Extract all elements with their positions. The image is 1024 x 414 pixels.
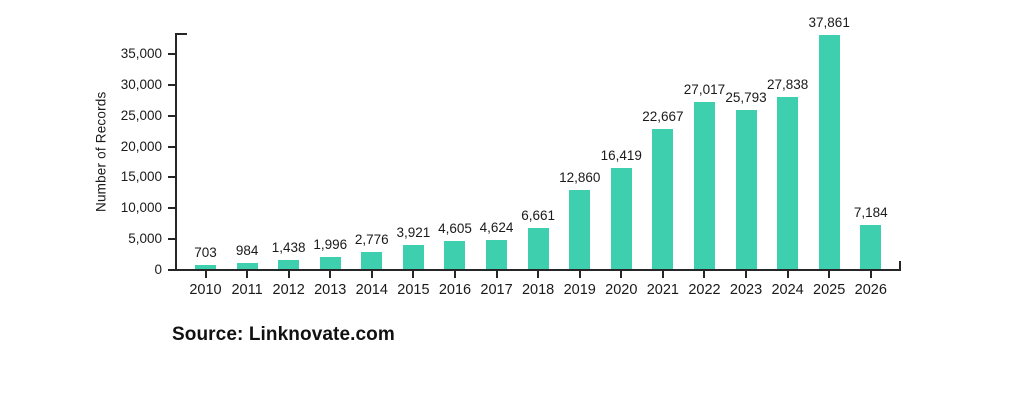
- y-tick-label: 30,000: [120, 76, 162, 92]
- x-tick-label: 2021: [646, 282, 679, 298]
- bar-value-label: 7,184: [853, 204, 888, 220]
- y-tick-mark: [168, 269, 175, 271]
- bar-value-label: 12,860: [559, 169, 601, 185]
- bar-value-label: 22,667: [642, 109, 684, 125]
- x-tick-label: 2020: [605, 282, 638, 298]
- x-tick-label: 2016: [438, 282, 472, 298]
- y-axis-title: Number of Records: [93, 91, 109, 213]
- bar: [361, 251, 383, 269]
- bar: [693, 102, 715, 269]
- bar-value-label: 37,861: [808, 15, 850, 31]
- y-tick-label: 0: [154, 262, 162, 277]
- bar-value-label: 4,624: [479, 220, 514, 236]
- bar: [278, 260, 300, 269]
- bar: [569, 189, 591, 269]
- bar: [818, 35, 840, 269]
- x-tick-label: 2018: [521, 282, 555, 298]
- bar: [195, 264, 216, 269]
- x-tick-label: 2026: [854, 282, 887, 298]
- bar-value-label: 25,793: [725, 89, 767, 105]
- y-tick-mark: [168, 207, 175, 210]
- x-tick-label: 2023: [729, 282, 763, 298]
- bar: [610, 167, 632, 269]
- bar-value-label: 6,661: [521, 207, 556, 223]
- x-tick-label: 2025: [813, 282, 846, 298]
- x-tick-mark: [370, 271, 373, 278]
- x-tick-mark: [412, 271, 415, 278]
- source-attribution: Source: Linknovate.com: [172, 324, 395, 345]
- bar: [486, 240, 508, 269]
- x-tick-mark: [578, 271, 581, 278]
- axis-lines: [175, 33, 901, 271]
- x-tick-label: 2012: [272, 282, 305, 298]
- bar: [236, 262, 258, 269]
- bar-value-label: 4,605: [438, 220, 472, 236]
- x-tick-mark: [620, 271, 623, 278]
- bar: [735, 109, 757, 269]
- y-tick-label: 5,000: [128, 231, 162, 247]
- bar-value-label: 2,776: [354, 231, 389, 247]
- bar-value-label: 703: [194, 244, 217, 260]
- bar-value-label: 1,996: [313, 236, 348, 252]
- x-tick-mark: [745, 271, 748, 278]
- x-tick-mark: [661, 271, 664, 278]
- y-tick-mark: [168, 83, 175, 86]
- x-tick-label: 2014: [355, 282, 388, 298]
- bar-value-label: 3,921: [396, 224, 431, 240]
- x-tick-mark: [869, 271, 872, 278]
- y-tick-label: 15,000: [120, 169, 162, 185]
- bar: [319, 256, 341, 269]
- bar: [860, 224, 882, 269]
- y-tick-label: 10,000: [120, 200, 162, 216]
- y-tick-mark: [168, 145, 175, 148]
- bar: [777, 97, 799, 269]
- x-tick-label: 2010: [189, 282, 222, 298]
- bar-value-label: 16,419: [600, 147, 642, 163]
- y-tick-label: 25,000: [120, 107, 162, 123]
- x-tick-label: 2022: [688, 282, 721, 298]
- x-tick-mark: [246, 271, 249, 278]
- y-tick-label: 35,000: [120, 46, 162, 61]
- x-tick-mark: [287, 271, 290, 278]
- bar-value-label: 1,438: [271, 240, 306, 256]
- y-axis-top-cap: [177, 33, 187, 35]
- x-tick-mark: [786, 271, 789, 278]
- bar: [652, 129, 674, 269]
- bar-value-label: 27,017: [683, 82, 726, 98]
- bar: [444, 240, 466, 269]
- x-tick-label: 2015: [397, 282, 430, 298]
- x-tick-mark: [828, 271, 831, 278]
- x-tick-mark: [495, 271, 498, 278]
- x-tick-mark: [703, 271, 706, 278]
- x-tick-mark: [204, 271, 207, 278]
- y-tick-mark: [168, 176, 175, 179]
- y-tick-mark: [168, 53, 175, 55]
- bar: [402, 244, 424, 269]
- x-axis-end-cap: [899, 261, 901, 269]
- bar: [527, 227, 549, 269]
- x-tick-mark: [537, 271, 540, 278]
- x-tick-mark: [453, 271, 456, 278]
- y-tick-mark: [168, 114, 175, 117]
- y-tick-mark: [168, 238, 175, 241]
- x-tick-label: 2017: [480, 282, 513, 298]
- y-tick-label: 20,000: [120, 138, 162, 154]
- bar-value-label: 27,838: [766, 77, 809, 93]
- bar-value-label: 984: [235, 242, 259, 258]
- x-tick-label: 2013: [314, 282, 347, 298]
- x-tick-mark: [329, 271, 332, 278]
- x-tick-label: 2011: [231, 282, 263, 298]
- x-tick-label: 2024: [771, 282, 804, 298]
- x-tick-label: 2019: [563, 282, 596, 298]
